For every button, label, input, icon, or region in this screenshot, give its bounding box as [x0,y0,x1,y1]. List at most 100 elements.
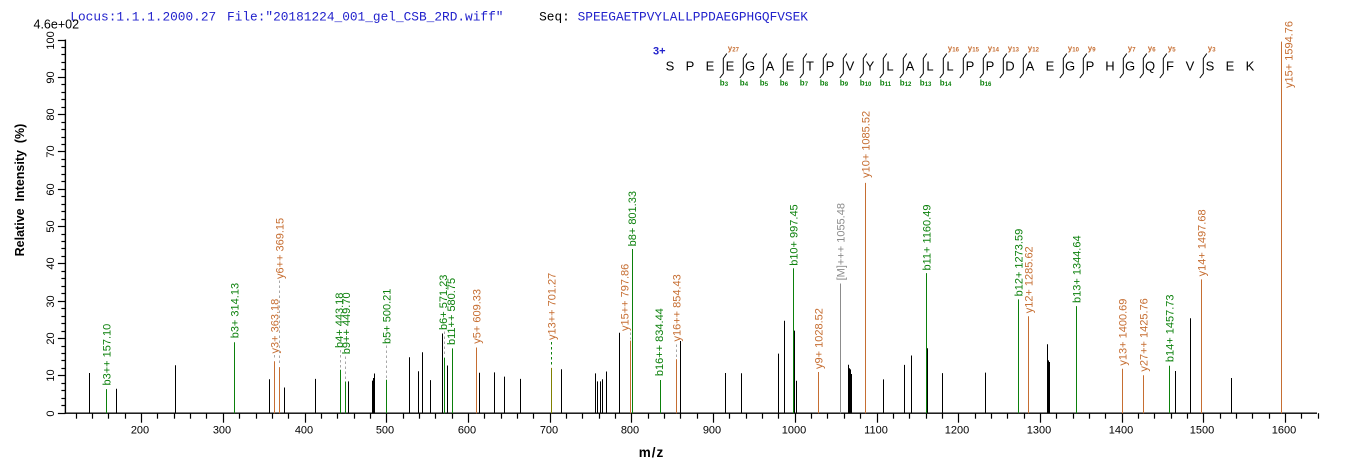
svg-text:[M]+++ 1055.48: [M]+++ 1055.48 [836,203,848,280]
svg-text:900: 900 [703,425,721,437]
svg-text:4.6e+02: 4.6e+02 [34,18,80,32]
svg-text:Locus:1.1.1.2000.27: Locus:1.1.1.2000.27 [70,10,216,25]
svg-text:T: T [806,59,814,74]
svg-text:y15: y15 [968,44,980,54]
svg-text:A: A [1026,59,1035,74]
svg-text:1000: 1000 [782,425,806,437]
svg-text:1600: 1600 [1272,425,1296,437]
svg-text:y15+ 1594.76: y15+ 1594.76 [1283,21,1295,88]
svg-text:b9++ 449.70: b9++ 449.70 [341,292,353,354]
svg-text:b11: b11 [880,79,892,89]
svg-text:A: A [906,59,915,74]
svg-text:Seq:: Seq: [539,10,570,25]
svg-text:800: 800 [621,425,639,437]
svg-text:600: 600 [458,425,476,437]
svg-text:b3+ 314.13: b3+ 314.13 [230,283,242,338]
svg-text:y10: y10 [1068,44,1080,54]
svg-text:70: 70 [45,145,57,157]
svg-text:b14: b14 [940,79,952,89]
svg-text:y9: y9 [1088,44,1096,54]
svg-text:G: G [1065,59,1075,74]
svg-text:b8: b8 [820,79,829,89]
svg-text:L: L [946,59,953,74]
svg-text:E: E [1046,59,1055,74]
svg-text:0: 0 [45,410,57,416]
svg-text:y27++ 1425.76: y27++ 1425.76 [1139,298,1151,371]
svg-text:y12: y12 [1028,44,1040,54]
svg-text:10: 10 [45,369,57,381]
svg-text:y16++ 854.43: y16++ 854.43 [672,274,684,341]
svg-text:P: P [1086,59,1095,74]
svg-text:b13+ 1344.64: b13+ 1344.64 [1072,235,1084,303]
svg-text:50: 50 [45,220,57,232]
svg-text:b10+ 997.45: b10+ 997.45 [789,204,801,265]
svg-text:y5: y5 [1168,44,1176,54]
svg-text:G: G [1125,59,1135,74]
svg-text:V: V [846,59,855,74]
svg-text:y9+ 1028.52: y9+ 1028.52 [814,308,826,369]
svg-text:y14+ 1497.68: y14+ 1497.68 [1197,209,1209,276]
svg-text:90: 90 [45,71,57,83]
svg-text:S: S [666,59,675,74]
svg-text:y3: y3 [1208,44,1216,54]
svg-text:b5+ 500.21: b5+ 500.21 [382,289,394,344]
svg-text:b3: b3 [720,79,729,89]
svg-text:3+: 3+ [653,46,666,58]
svg-text:b6+ 571.23: b6+ 571.23 [438,275,450,330]
svg-text:1300: 1300 [1027,425,1051,437]
svg-text:L: L [886,59,893,74]
svg-text:D: D [1005,59,1014,74]
svg-text:E: E [706,59,715,74]
svg-text:30: 30 [45,295,57,307]
svg-text:b8+ 801.33: b8+ 801.33 [627,191,639,246]
svg-text:y6++ 369.15: y6++ 369.15 [275,218,287,279]
svg-text:File:"20181224_001_gel_CSB_2RD: File:"20181224_001_gel_CSB_2RD.wiff" [227,10,503,25]
svg-text:b3++ 157.10: b3++ 157.10 [102,324,114,386]
svg-text:E: E [1226,59,1235,74]
svg-text:b6: b6 [780,79,789,89]
svg-text:y27: y27 [728,44,740,54]
svg-text:E: E [726,59,735,74]
svg-text:K: K [1246,59,1255,74]
svg-text:b13: b13 [920,79,932,89]
svg-text:P: P [826,59,835,74]
svg-text:b16: b16 [980,79,992,89]
svg-text:700: 700 [540,425,558,437]
svg-text:y5+ 609.33: y5+ 609.33 [472,289,484,344]
svg-text:F: F [1166,59,1174,74]
svg-text:500: 500 [376,425,394,437]
svg-text:y10+ 1085.52: y10+ 1085.52 [861,111,873,178]
svg-text:G: G [745,59,755,74]
svg-text:b12: b12 [900,79,912,89]
svg-text:Relative Intensity (%): Relative Intensity (%) [13,124,27,257]
svg-text:y13++ 701.27: y13++ 701.27 [547,273,559,340]
svg-text:80: 80 [45,108,57,120]
svg-text:y15++ 797.86: y15++ 797.86 [620,264,632,331]
svg-text:Y: Y [866,59,875,74]
svg-text:y3+ 363.18: y3+ 363.18 [270,299,282,354]
svg-text:H: H [1105,59,1114,74]
svg-text:S: S [1206,59,1215,74]
svg-text:60: 60 [45,183,57,195]
svg-text:20: 20 [45,332,57,344]
svg-text:1100: 1100 [864,425,888,437]
svg-text:200: 200 [131,425,149,437]
svg-text:100: 100 [45,31,57,49]
svg-text:1500: 1500 [1190,425,1214,437]
svg-text:y13+ 1400.69: y13+ 1400.69 [1118,299,1130,366]
svg-text:y7: y7 [1128,44,1136,54]
svg-text:y12+ 1285.62: y12+ 1285.62 [1024,246,1036,313]
svg-text:b4: b4 [740,79,749,89]
svg-text:m/z: m/z [639,445,664,460]
svg-text:1400: 1400 [1109,425,1133,437]
svg-text:y16: y16 [948,44,960,54]
svg-text:SPEEGAETPVYLALLPPDAEGPHGQFVSEK: SPEEGAETPVYLALLPPDAEGPHGQFVSEK [578,10,809,25]
svg-text:b11++ 580.75: b11++ 580.75 [446,278,458,345]
svg-text:V: V [1186,59,1195,74]
svg-text:300: 300 [213,425,231,437]
svg-text:b12+ 1273.59: b12+ 1273.59 [1014,229,1026,297]
svg-text:1200: 1200 [945,425,969,437]
svg-text:b4+ 443.18: b4+ 443.18 [334,293,346,348]
svg-text:y14: y14 [988,44,1000,54]
svg-text:P: P [686,59,695,74]
